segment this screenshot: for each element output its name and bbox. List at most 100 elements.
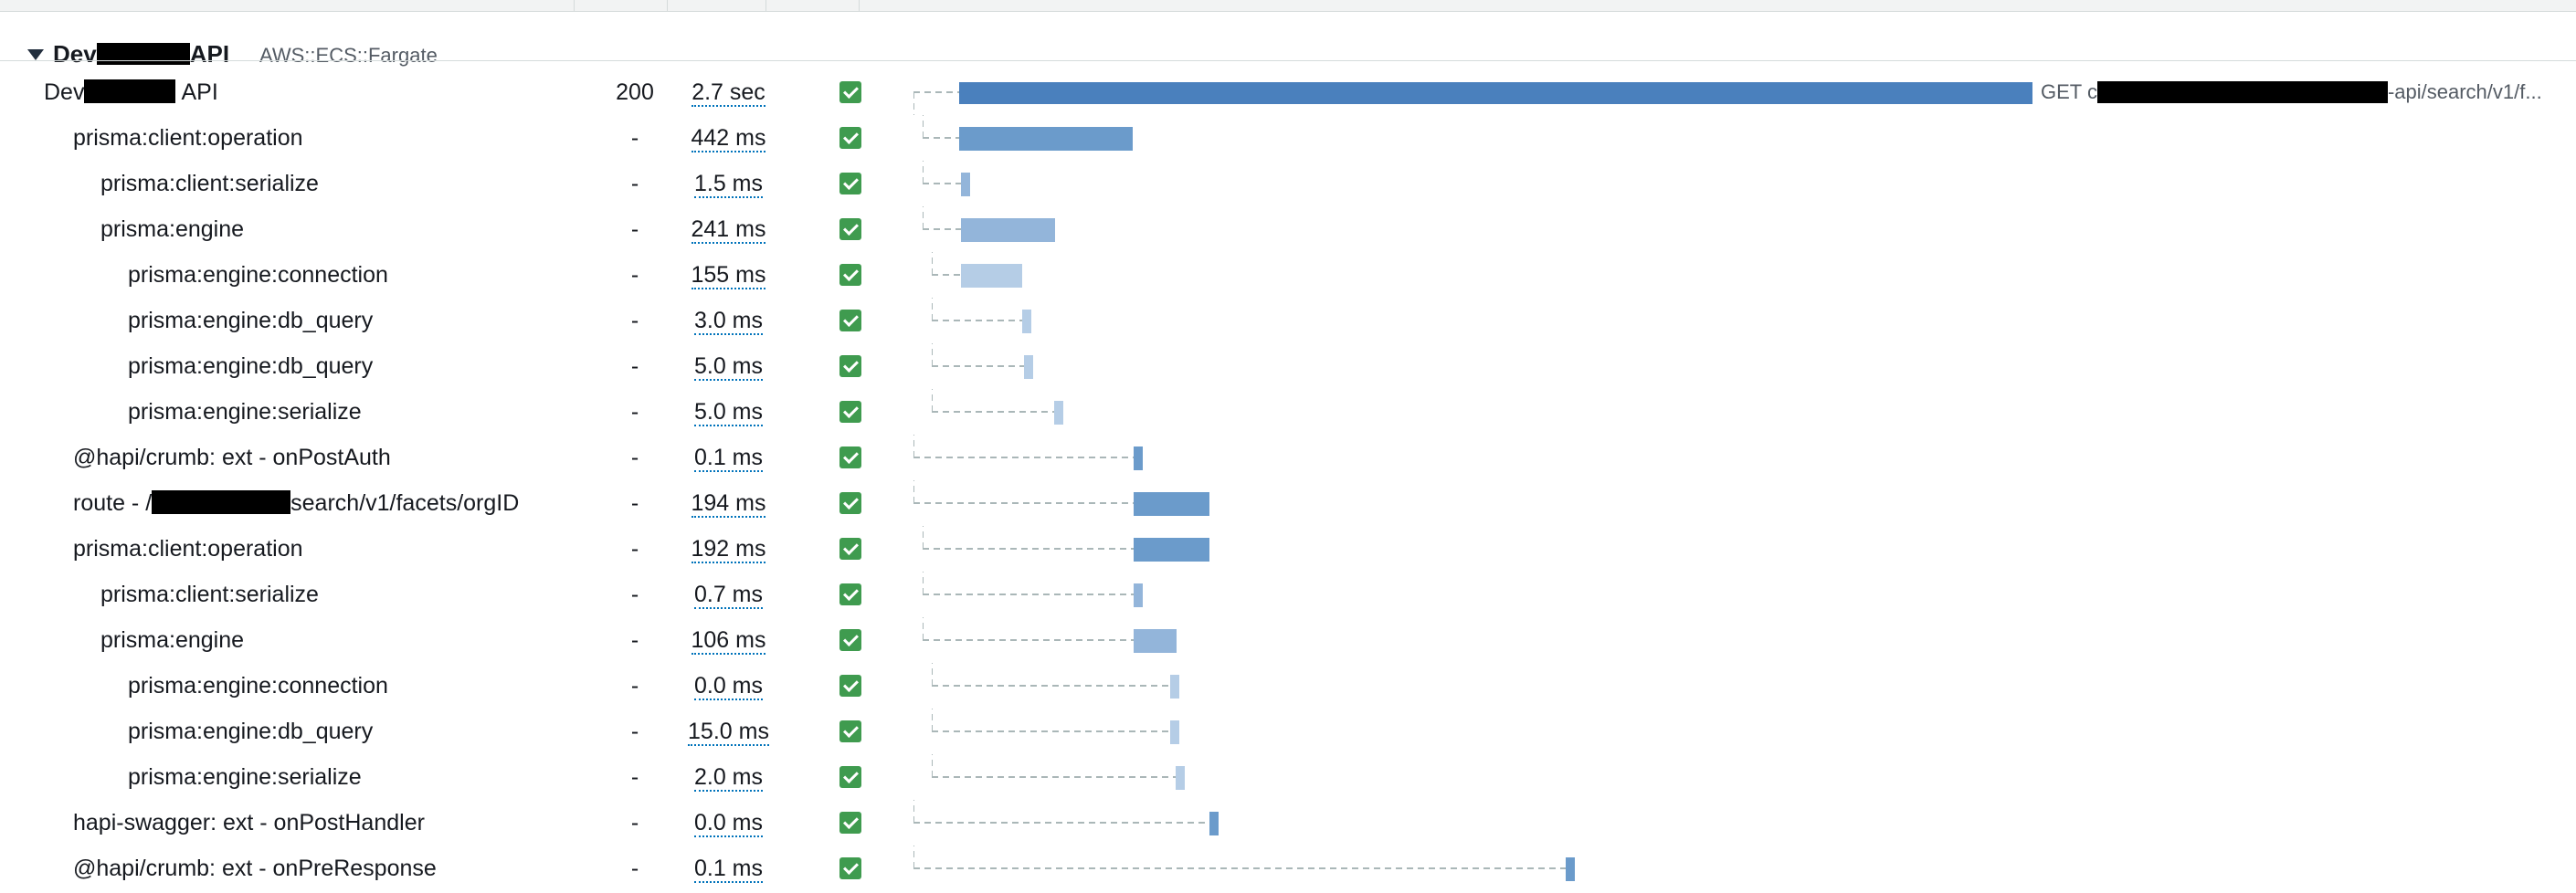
duration-link[interactable]: 0.1 ms [681,444,776,472]
timeline-bar[interactable] [961,173,970,196]
status-ok-check-icon [839,218,861,240]
duration-link[interactable]: 5.0 ms [681,398,776,426]
segment-name[interactable]: prisma:client:operation [73,535,303,562]
timeline-bar[interactable] [1134,492,1209,516]
segment-name[interactable]: Dev API [44,79,218,106]
segment-name-text: prisma:client:operation [73,125,303,151]
trace-segment-row[interactable]: prisma:engine:serialize - 5.0 ms [0,389,2576,435]
duration-link[interactable]: 442 ms [681,124,776,152]
segment-name[interactable]: prisma:client:serialize [100,581,319,608]
duration-link[interactable]: 155 ms [681,261,776,289]
duration-link[interactable]: 3.0 ms [681,307,776,335]
trace-segment-row[interactable]: hapi-swagger: ext - onPostHandler - 0.0 ms [0,800,2576,846]
trace-segment-row[interactable]: prisma:engine:connection - 0.0 ms [0,663,2576,709]
duration-text: 0.7 ms [693,582,764,609]
segment-name[interactable]: @hapi/crumb: ext - onPreResponse [73,855,437,882]
status-ok-check-icon [839,583,861,605]
segment-name[interactable]: prisma:client:operation [73,124,303,152]
trace-segment-row[interactable]: prisma:engine:serialize - 2.0 ms [0,754,2576,800]
segment-name[interactable]: @hapi/crumb: ext - onPostAuth [73,444,391,471]
duration-link[interactable]: 2.0 ms [681,763,776,792]
timeline-bar[interactable] [1176,766,1185,790]
duration-link[interactable]: 0.7 ms [681,581,776,609]
duration-link[interactable]: 192 ms [681,535,776,563]
duration-link[interactable]: 106 ms [681,626,776,655]
timeline-connector [923,115,959,139]
timeline-bar[interactable] [1134,583,1143,607]
response-status: - [630,536,639,562]
segment-name[interactable]: prisma:engine:serialize [128,763,362,791]
timeline-bar[interactable] [1054,401,1063,425]
status-ok-check-icon [839,310,861,331]
segment-name-text: prisma:engine [100,216,245,242]
timeline-bar[interactable] [1024,355,1033,379]
duration-link[interactable]: 0.0 ms [681,672,776,700]
segment-name[interactable]: prisma:client:serialize [100,170,319,197]
timeline-bar[interactable] [959,82,2032,104]
trace-segment-row[interactable]: prisma:engine:db_query - 5.0 ms [0,343,2576,389]
trace-segment-row[interactable]: prisma:engine - 241 ms [0,206,2576,252]
response-status: - [630,399,639,425]
collapse-caret-icon[interactable] [27,49,44,60]
segment-name[interactable]: route - / search/v1/facets/orgID [73,489,519,517]
segment-group-header[interactable]: Dev API AWS::ECS::Fargate [0,16,2576,68]
duration-text: 0.1 ms [693,856,764,883]
duration-text: 0.0 ms [693,810,764,837]
segment-name-text: prisma:client:serialize [100,582,319,607]
trace-segment-row[interactable]: prisma:engine:db_query - 3.0 ms [0,298,2576,343]
duration-link[interactable]: 2.7 sec [681,79,776,107]
trace-segment-row[interactable]: prisma:client:operation - 442 ms [0,115,2576,161]
timeline-connector [932,663,1170,687]
trace-segment-row[interactable]: Dev API 200 2.7 sec GET c -api/search/v1/f... [0,69,2576,115]
timeline-bar[interactable] [1022,310,1031,333]
trace-segment-row[interactable]: route - / search/v1/facets/orgID - 194 ms [0,480,2576,526]
duration-text: 5.0 ms [693,399,764,426]
segment-name[interactable]: prisma:engine [100,215,244,243]
status-ok-check-icon [839,264,861,286]
timeline-bar[interactable] [1134,446,1143,470]
timeline-bar[interactable] [1209,812,1219,835]
segment-name[interactable]: prisma:engine [100,626,244,654]
trace-segment-row[interactable]: prisma:engine - 106 ms [0,617,2576,663]
timeline-bar[interactable] [961,264,1022,288]
segment-name-text: @hapi/crumb: ext - onPreResponse [73,856,437,881]
response-status: - [630,262,639,288]
timeline-bar[interactable] [959,127,1133,151]
segment-name[interactable]: prisma:engine:db_query [128,718,373,745]
divider [0,60,2576,61]
duration-link[interactable]: 194 ms [681,489,776,518]
timeline-bar[interactable] [1170,675,1179,699]
timeline-bar[interactable] [1170,720,1179,744]
segment-name[interactable]: hapi-swagger: ext - onPostHandler [73,809,425,836]
segment-name[interactable]: prisma:engine:db_query [128,307,373,334]
timeline-bar[interactable] [961,218,1055,242]
group-name-prefix: Dev [53,40,97,68]
group-name-suffix: API [189,40,230,68]
timeline-connector [932,252,961,276]
timeline-bar[interactable] [1134,538,1209,562]
duration-link[interactable]: 0.1 ms [681,855,776,883]
status-ok-check-icon [839,857,861,879]
timeline-bar[interactable] [1134,629,1177,653]
trace-segment-row[interactable]: @hapi/crumb: ext - onPreResponse - 0.1 ms [0,846,2576,891]
trace-segment-row[interactable]: @hapi/crumb: ext - onPostAuth - 0.1 ms [0,435,2576,480]
segment-name-text: prisma:engine:db_query [128,308,374,333]
response-status: - [630,582,639,607]
segment-name[interactable]: prisma:engine:connection [128,261,388,289]
trace-segment-row[interactable]: prisma:client:serialize - 0.7 ms [0,572,2576,617]
trace-segment-row[interactable]: prisma:engine:db_query - 15.0 ms [0,709,2576,754]
duration-link[interactable]: 0.0 ms [681,809,776,837]
segment-name[interactable]: prisma:engine:serialize [128,398,362,425]
duration-link[interactable]: 1.5 ms [681,170,776,198]
duration-link[interactable]: 241 ms [681,215,776,244]
timeline-bar[interactable] [1566,857,1575,881]
segment-name-text: hapi-swagger: ext - onPostHandler [73,810,425,835]
trace-segment-row[interactable]: prisma:client:serialize - 1.5 ms [0,161,2576,206]
segment-name[interactable]: prisma:engine:connection [128,672,388,699]
duration-link[interactable]: 15.0 ms [681,718,776,746]
duration-link[interactable]: 5.0 ms [681,352,776,381]
segment-name[interactable]: prisma:engine:db_query [128,352,373,380]
trace-segment-row[interactable]: prisma:engine:connection - 155 ms [0,252,2576,298]
column-divider [765,0,766,11]
trace-segment-row[interactable]: prisma:client:operation - 192 ms [0,526,2576,572]
